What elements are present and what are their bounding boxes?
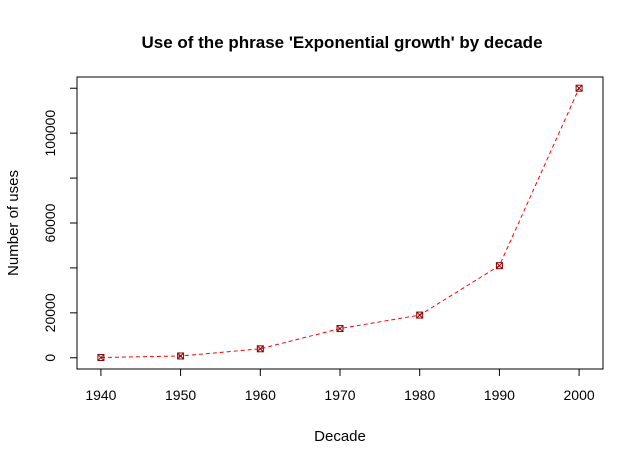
chart-title: Use of the phrase 'Exponential growth' b… xyxy=(141,33,542,52)
data-point xyxy=(336,325,344,333)
y-tick-label: 100000 xyxy=(42,110,58,157)
data-point xyxy=(97,354,105,362)
x-tick-label: 1980 xyxy=(404,387,435,403)
x-tick-label: 1950 xyxy=(165,387,196,403)
y-tick-label: 0 xyxy=(42,354,58,362)
y-axis-label: Number of uses xyxy=(5,170,22,276)
x-tick-label: 2000 xyxy=(564,387,595,403)
x-axis: 1940 1950 1960 1970 1980 1990 2000 xyxy=(85,368,595,403)
data-point xyxy=(416,311,424,319)
y-axis: 0 20000 60000 100000 xyxy=(42,87,78,362)
x-tick-label: 1970 xyxy=(324,387,355,403)
data-point xyxy=(256,345,264,353)
x-tick-label: 1940 xyxy=(85,387,116,403)
data-point xyxy=(177,352,185,360)
data-point xyxy=(495,262,503,270)
data-point xyxy=(575,84,583,92)
x-tick-label: 1990 xyxy=(484,387,515,403)
series-layer xyxy=(97,84,583,362)
series-line xyxy=(100,88,580,359)
x-tick-label: 1960 xyxy=(245,387,276,403)
x-axis-label: Decade xyxy=(314,428,366,445)
y-tick-label: 60000 xyxy=(42,203,58,242)
y-tick-label: 20000 xyxy=(42,293,58,332)
